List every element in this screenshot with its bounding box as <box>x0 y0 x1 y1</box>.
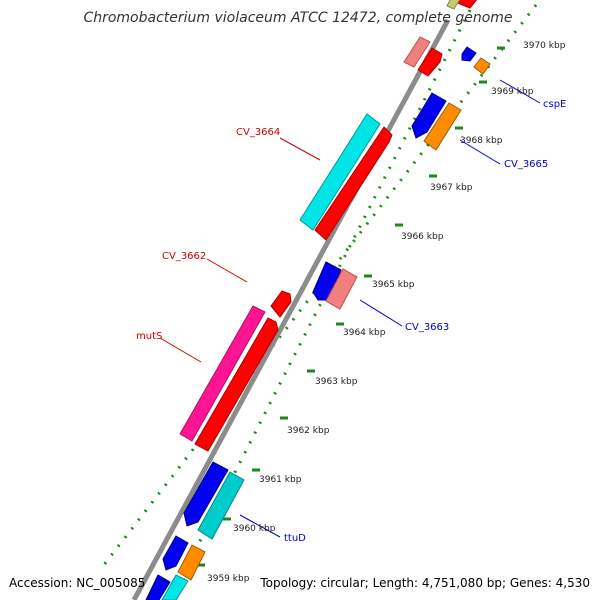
gene-cv3665-orange[interactable] <box>423 102 462 151</box>
tick-label: 3966 kbp <box>401 232 444 242</box>
genome-backbone <box>131 18 451 600</box>
tick-label: 3960 kbp <box>233 524 276 534</box>
tick-label: 3965 kbp <box>372 280 415 290</box>
tick-label: 3967 kbp <box>430 183 473 193</box>
accession-text: Accession: NC_005085 <box>9 576 145 590</box>
gene-feature[interactable] <box>161 574 189 600</box>
tick-marks <box>197 46 505 567</box>
gene-ttud-blue[interactable] <box>183 461 229 527</box>
gene-cv3664-cyan[interactable] <box>299 113 381 231</box>
gene-ttud-teal[interactable] <box>197 471 245 540</box>
gene-feature[interactable] <box>177 544 206 581</box>
gene-feature[interactable] <box>446 0 460 10</box>
gene-label-ttud[interactable]: ttuD <box>284 533 306 544</box>
gene-cspe[interactable] <box>461 46 477 62</box>
tick-label: 3968 kbp <box>460 136 503 146</box>
tick-labels: 3970 kbp 3969 kbp 3968 kbp 3967 kbp 3966… <box>207 41 566 584</box>
genome-summary-text: Topology: circular; Length: 4,751,080 bp… <box>259 576 590 590</box>
gene-cv3665-blue[interactable] <box>411 92 447 139</box>
tick-label: 3969 kbp <box>491 87 534 97</box>
gene-muts-red[interactable] <box>194 317 279 452</box>
outer-track-dots <box>98 4 538 571</box>
gene-label-cspe[interactable]: cspE <box>543 99 566 110</box>
gene-feature[interactable] <box>417 47 443 77</box>
gene-feature[interactable] <box>145 574 171 600</box>
gene-cv3662[interactable] <box>270 290 292 318</box>
gene-muts-magenta[interactable] <box>179 305 266 442</box>
callout-lines <box>159 79 541 538</box>
tick-label: 3963 kbp <box>315 377 358 387</box>
map-title: Chromobacterium violaceum ATCC 12472, co… <box>83 10 512 26</box>
gene-feature[interactable] <box>162 535 189 571</box>
gene-label-cv3664[interactable]: CV_3664 <box>236 127 280 138</box>
gene-label-cv3665[interactable]: CV_3665 <box>504 159 548 170</box>
gene-label-muts[interactable]: mutS <box>136 331 162 342</box>
tick-label: 3959 kbp <box>207 574 250 584</box>
gene-feature[interactable] <box>454 0 478 9</box>
tick-label: 3961 kbp <box>259 475 302 485</box>
gene-label-cv3663[interactable]: CV_3663 <box>405 322 449 333</box>
gene-cv3664-red[interactable] <box>314 126 393 241</box>
gene-cv3663-pink[interactable] <box>325 268 358 310</box>
tick-label: 3964 kbp <box>343 328 386 338</box>
gene-label-cv3662[interactable]: CV_3662 <box>162 251 206 262</box>
tick-label: 3970 kbp <box>523 41 566 51</box>
gene-orange-1[interactable] <box>473 57 491 75</box>
tick-label: 3962 kbp <box>287 426 330 436</box>
gene-feature[interactable] <box>403 36 431 68</box>
